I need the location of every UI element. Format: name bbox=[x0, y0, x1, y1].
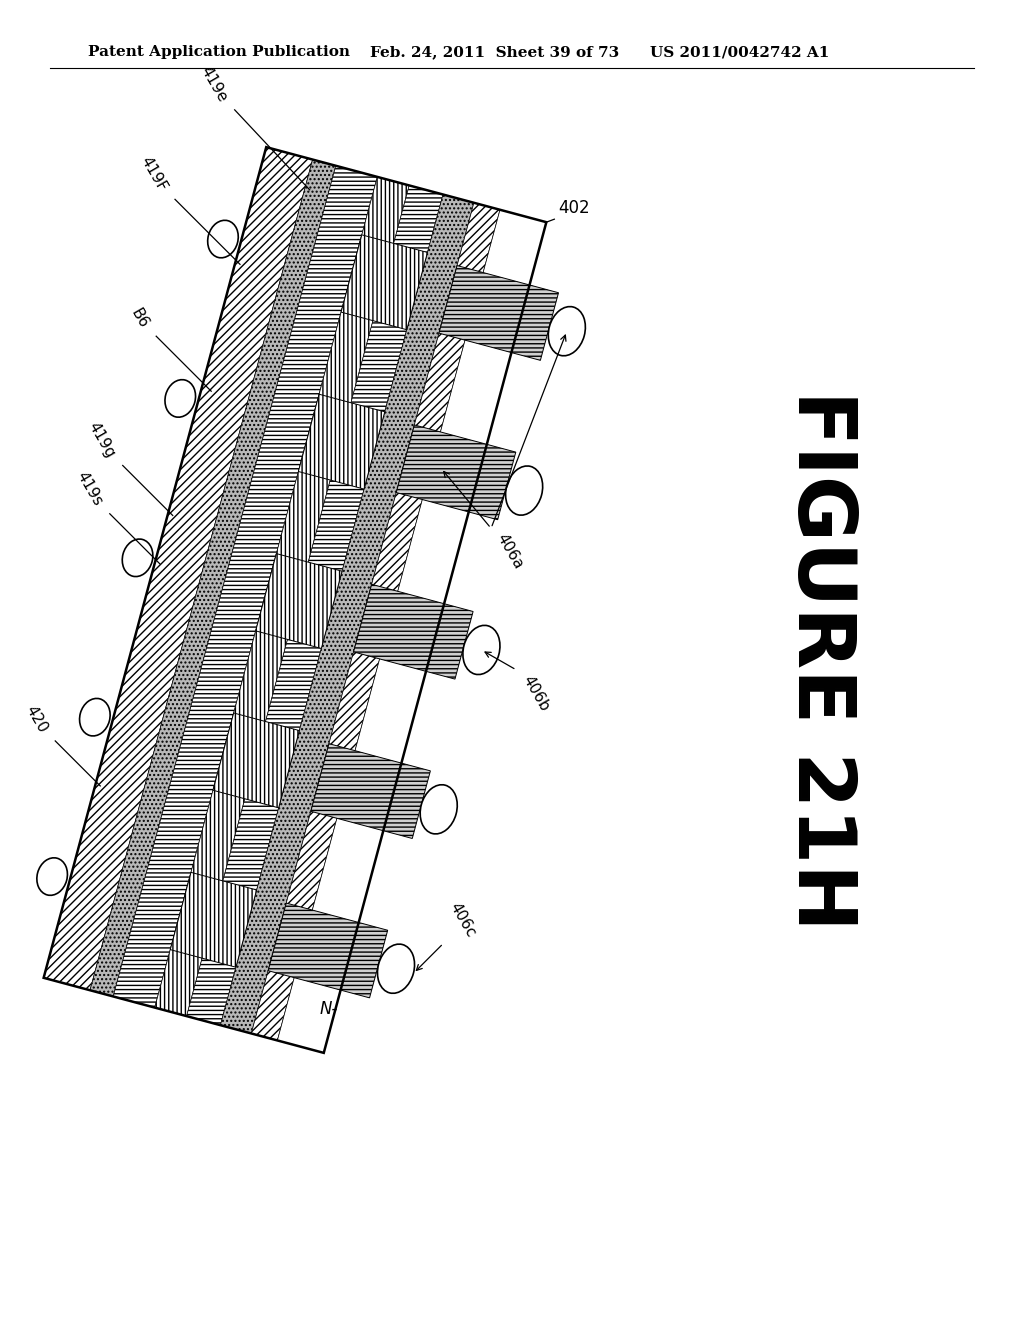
Polygon shape bbox=[213, 713, 299, 808]
Text: Patent Application Publication: Patent Application Publication bbox=[88, 45, 350, 59]
Polygon shape bbox=[311, 743, 430, 838]
Ellipse shape bbox=[463, 626, 500, 675]
Polygon shape bbox=[44, 147, 312, 990]
Text: 419e: 419e bbox=[198, 63, 229, 104]
Ellipse shape bbox=[548, 306, 586, 356]
Polygon shape bbox=[220, 194, 474, 1034]
Text: 419g: 419g bbox=[85, 420, 118, 461]
Polygon shape bbox=[251, 203, 500, 1040]
Ellipse shape bbox=[165, 380, 196, 417]
Text: US 2011/0042742 A1: US 2011/0042742 A1 bbox=[650, 45, 829, 59]
Polygon shape bbox=[186, 185, 443, 1026]
Ellipse shape bbox=[506, 466, 543, 515]
Text: FIGURE 21H: FIGURE 21H bbox=[781, 389, 859, 931]
Ellipse shape bbox=[208, 220, 239, 257]
Ellipse shape bbox=[420, 784, 458, 834]
Polygon shape bbox=[396, 425, 516, 520]
Text: 402: 402 bbox=[558, 199, 590, 218]
Text: 419F: 419F bbox=[138, 154, 170, 194]
Polygon shape bbox=[170, 873, 257, 968]
Text: 406a: 406a bbox=[494, 532, 526, 572]
Ellipse shape bbox=[37, 858, 68, 895]
Text: 406c: 406c bbox=[446, 900, 478, 940]
Polygon shape bbox=[341, 235, 427, 330]
Text: 406b: 406b bbox=[519, 673, 552, 714]
Text: B6: B6 bbox=[128, 306, 152, 331]
Polygon shape bbox=[114, 166, 377, 1007]
Text: 420: 420 bbox=[23, 704, 50, 737]
Polygon shape bbox=[278, 210, 547, 1053]
Polygon shape bbox=[439, 265, 558, 360]
Text: Feb. 24, 2011  Sheet 39 of 73: Feb. 24, 2011 Sheet 39 of 73 bbox=[370, 45, 620, 59]
Polygon shape bbox=[298, 395, 385, 490]
Ellipse shape bbox=[122, 539, 153, 577]
Text: N-: N- bbox=[319, 1001, 338, 1018]
Polygon shape bbox=[155, 177, 410, 1016]
Ellipse shape bbox=[80, 698, 111, 737]
Polygon shape bbox=[353, 585, 473, 678]
Ellipse shape bbox=[378, 944, 415, 994]
Polygon shape bbox=[268, 903, 388, 998]
Text: 419s: 419s bbox=[74, 469, 104, 508]
Polygon shape bbox=[90, 160, 336, 997]
Polygon shape bbox=[256, 553, 342, 648]
